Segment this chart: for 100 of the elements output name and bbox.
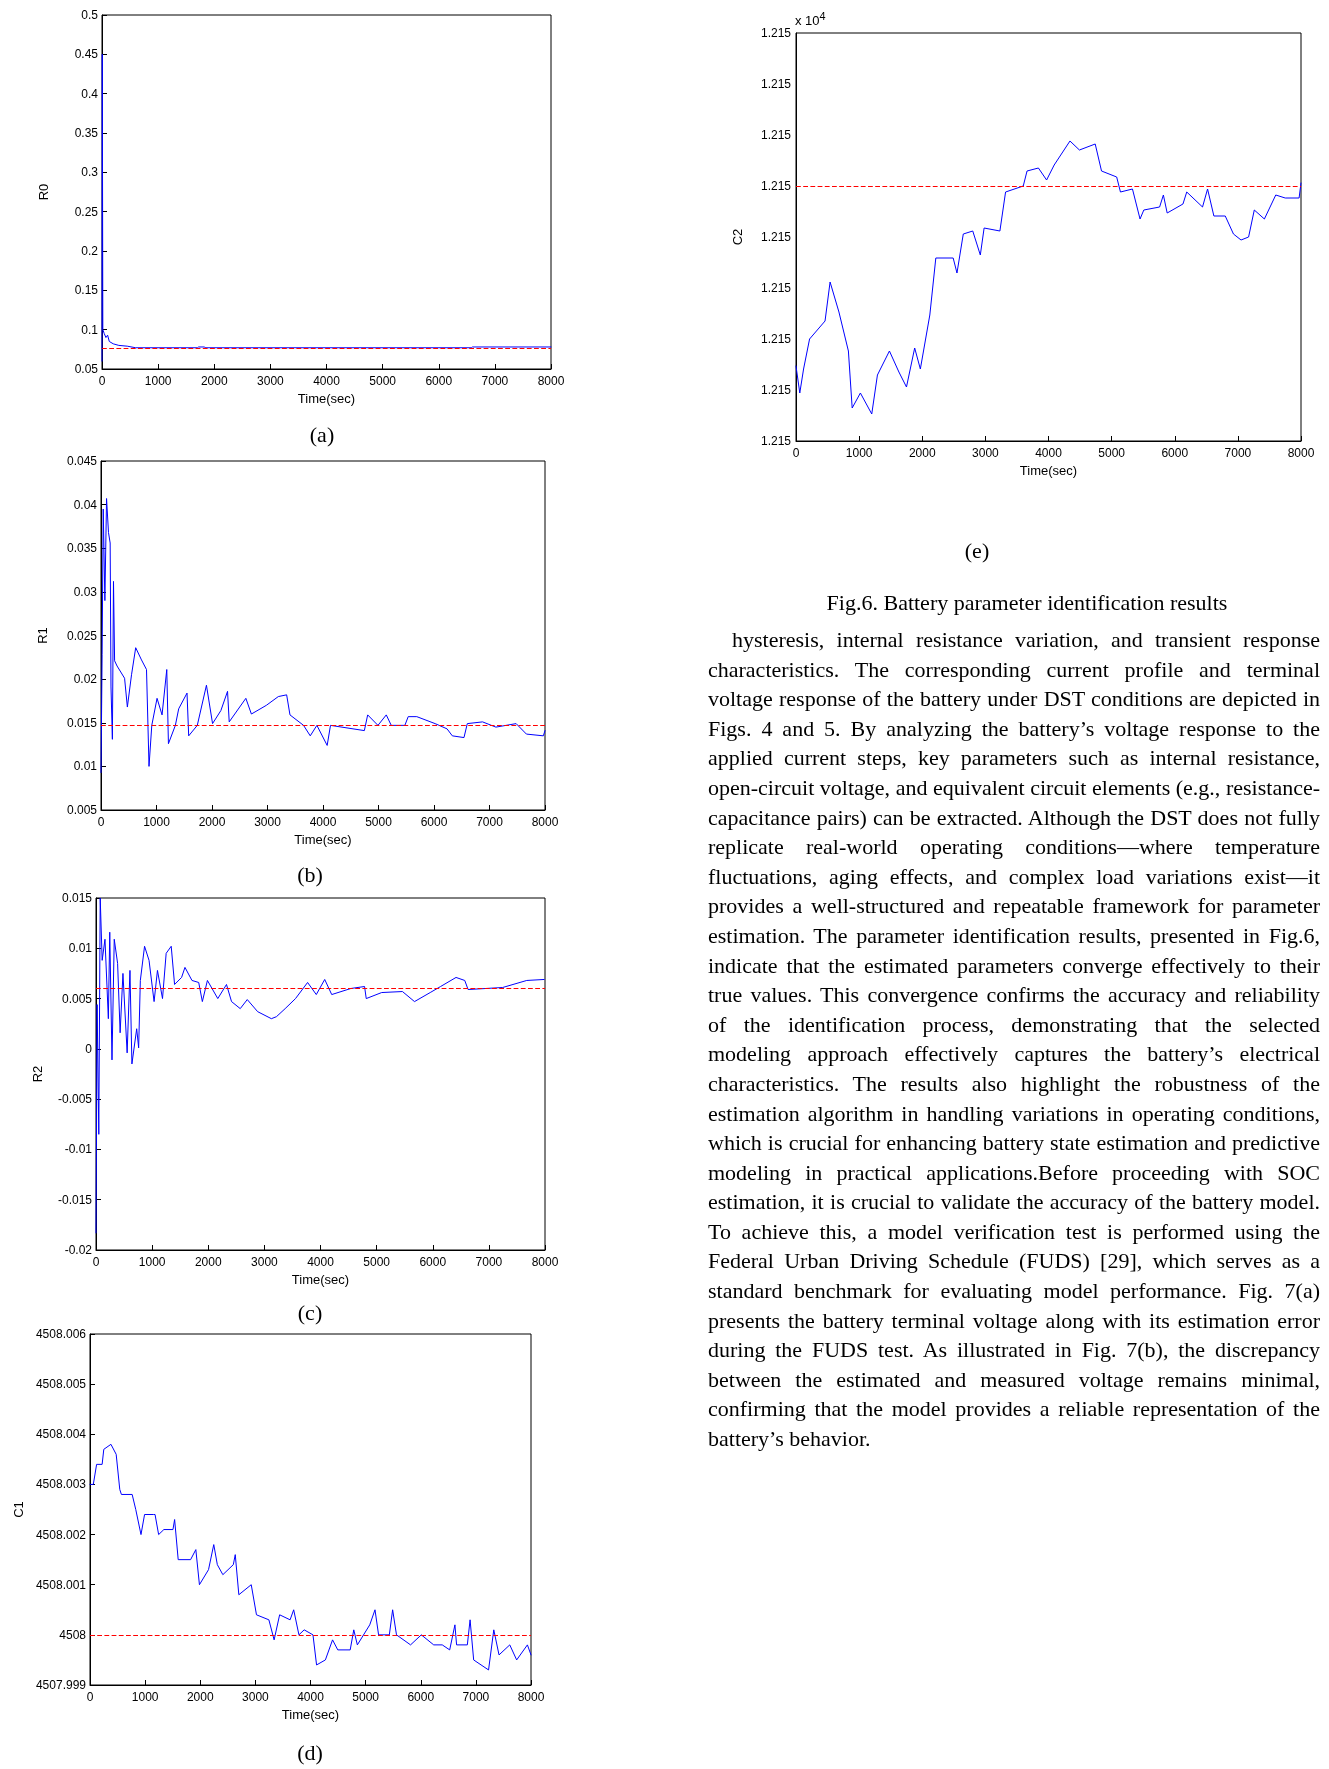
y-tick-label: 0.1 <box>81 322 99 337</box>
y-tick-label: 4507.999 <box>35 1678 87 1692</box>
x-tick-label: 6000 <box>425 374 453 388</box>
y-tick-label: 0.035 <box>66 541 98 556</box>
x-tick-label: 2000 <box>200 374 228 388</box>
y-tick-label: 0.015 <box>66 715 98 730</box>
text: 1.215 <box>760 179 791 193</box>
y-tick-label: 0.005 <box>61 991 93 1006</box>
x-tick-label: 6000 <box>420 815 448 829</box>
y-tick-label: 4508.004 <box>35 1427 87 1442</box>
y-tick-label: -0.005 <box>57 1092 93 1107</box>
x-tick-label: 5000 <box>369 374 397 388</box>
x-tick-label: 0 <box>792 446 800 460</box>
x-tick-label: 8000 <box>1287 446 1315 460</box>
text: 1.215 <box>760 128 791 142</box>
text: (e) <box>964 538 990 564</box>
y-tick-label: 0.3 <box>81 165 99 180</box>
y-tick-label: -0.01 <box>64 1142 93 1157</box>
x-tick-label: 5000 <box>352 1690 380 1704</box>
x-tick-label: 7000 <box>475 1255 503 1269</box>
y-tick-label: 0.25 <box>74 204 99 219</box>
y-tick-label: 0.05 <box>74 362 99 376</box>
y-tick-label: 0.01 <box>73 759 98 774</box>
text: (a) <box>309 422 335 448</box>
y-tick-label: 0.35 <box>74 126 99 140</box>
y-tick-label: 0.02 <box>73 672 98 687</box>
x-tick-label: 3000 <box>257 374 285 388</box>
y-tick-label: 4508.001 <box>35 1577 87 1592</box>
y-tick-label: 4508 <box>59 1627 87 1642</box>
y-tick-label: 0.03 <box>73 584 98 599</box>
y-tick-label: 0.04 <box>73 497 98 512</box>
x-tick-label: 7000 <box>476 815 504 829</box>
y-tick-label: 4508.006 <box>35 1327 87 1341</box>
x-tick-label: 3000 <box>972 446 1000 460</box>
x-tick-label: 8000 <box>531 815 559 829</box>
text: 1.215 <box>760 383 791 397</box>
y-tick-label: 0.15 <box>74 283 99 298</box>
x-tick-label: 3000 <box>254 815 282 829</box>
text: 1.215 <box>760 281 791 295</box>
x-tick-label: 7000 <box>1224 446 1252 460</box>
y-axis-title: R2 <box>30 1065 45 1083</box>
y-tick-label: -0.015 <box>57 1192 93 1207</box>
y-tick-label: 0.005 <box>66 803 98 817</box>
y-tick-label: 0.025 <box>66 628 98 643</box>
x-tick-label: 6000 <box>407 1690 435 1704</box>
x-tick-label: 2000 <box>194 1255 222 1269</box>
text: x 10$^{4}$ <box>795 10 826 29</box>
x-tick-label: 8000 <box>517 1690 545 1704</box>
x-tick-label: 4000 <box>297 1690 325 1704</box>
x-tick-label: 4000 <box>307 1255 335 1269</box>
text: 1.215 <box>760 434 791 448</box>
text: 1.215 <box>760 332 791 346</box>
x-axis-title: Time(sec) <box>281 1706 340 1722</box>
x-tick-label: 6000 <box>419 1255 447 1269</box>
line-series <box>89 1443 532 1671</box>
y-tick-label: 0.01 <box>68 941 93 956</box>
x-tick-label: 1000 <box>845 446 873 460</box>
x-tick-label: 8000 <box>537 374 565 388</box>
x-tick-label: 5000 <box>365 815 393 829</box>
x-tick-label: 3000 <box>242 1690 270 1704</box>
x-tick-label: 1000 <box>144 374 172 388</box>
text: 1.215 <box>760 26 791 40</box>
line-series <box>100 498 546 773</box>
x-tick-label: 4000 <box>1035 446 1063 460</box>
x-axis-title: Time(sec) <box>1019 462 1078 478</box>
x-axis-title: Time(sec) <box>291 1271 350 1287</box>
text: (d) <box>297 1740 323 1766</box>
y-tick-label: 4508.002 <box>35 1527 87 1542</box>
x-tick-label: 1000 <box>131 1690 159 1704</box>
y-axis-title: C1 <box>11 1501 27 1518</box>
y-tick-label: 0.015 <box>61 891 93 905</box>
y-tick-label: 0.2 <box>81 244 99 258</box>
text: hysteresis, internal resistance variation, and transient response characteristics. The corresponding current profile and terminal voltage response of the battery under DST conditions are depicted in Figs. 4 and 5. By analyzing the battery’s voltage response to the applied current steps, key parameters such as internal resistance, open-circuit voltage, and equivalent circuit elements (e.g., resistance-capacitance pairs) can be extracted. Although the DST does not fully replicate real-world operating conditions—where temperature fluctuations, aging effects, and complex load variations exist—it provides a well-structured and repeatable framework for parameter estimation. The parameter identification results, presented in Fig.6, indicate that the estimated parameters converge effectively to their true values. This convergence confirms the accuracy and reliability of the identification process, demonstrating that the selected modeling approach effectively captures the battery’s electrical characteristics. The results also highlight the robustness of the estimation algorithm in handling variations in operating conditions, which is crucial for enhancing battery state estimation and predictive modeling in practical applications.Before proceeding with SOC estimation, it is crucial to validate the accuracy of the battery model. To achieve this, a model verification test is performed using the Federal Urban Driving Schedule (FUDS) [29], which serves as a standard benchmark for evaluating model performance. Fig. 7(a) presents the battery terminal voltage along with its estimation error during the FUDS test. As illustrated in Fig. 7(b), the discrepancy between the estimated and measured voltage remains minimal, confirming that the model provides a reliable representation of the battery’s behavior. <box>708 627 1320 1452</box>
y-tick-label: 0 <box>85 1041 93 1056</box>
x-tick-label: 3000 <box>251 1255 279 1269</box>
text: 1.215 <box>760 230 791 244</box>
y-tick-label: 0.45 <box>74 47 99 62</box>
x-tick-label: 4000 <box>309 815 337 829</box>
x-tick-label: 5000 <box>363 1255 391 1269</box>
x-tick-label: 7000 <box>462 1690 490 1704</box>
y-tick-label: 0.045 <box>66 454 98 468</box>
line-series <box>95 897 545 1234</box>
y-tick-label: 0.5 <box>81 8 99 22</box>
y-axis-title: R1 <box>35 627 50 644</box>
y-tick-label: 0.4 <box>81 86 99 101</box>
x-tick-label: 2000 <box>908 446 936 460</box>
x-tick-label: 2000 <box>186 1690 214 1704</box>
x-tick-label: 1000 <box>138 1255 166 1269</box>
y-tick-label: -0.02 <box>64 1243 93 1257</box>
y-tick-label: 4508.005 <box>35 1377 87 1392</box>
x-tick-label: 7000 <box>481 374 509 388</box>
text: 1.215 <box>760 77 791 91</box>
y-axis-title: R0 <box>36 183 51 201</box>
x-tick-label: 4000 <box>313 374 341 388</box>
y-tick-label: 4508.003 <box>35 1477 87 1492</box>
x-axis-title: Time(sec) <box>297 390 356 406</box>
x-axis-title: Time(sec) <box>294 831 352 847</box>
x-tick-label: 8000 <box>531 1255 559 1269</box>
x-tick-label: 5000 <box>1098 446 1126 460</box>
x-tick-label: 2000 <box>198 815 226 829</box>
